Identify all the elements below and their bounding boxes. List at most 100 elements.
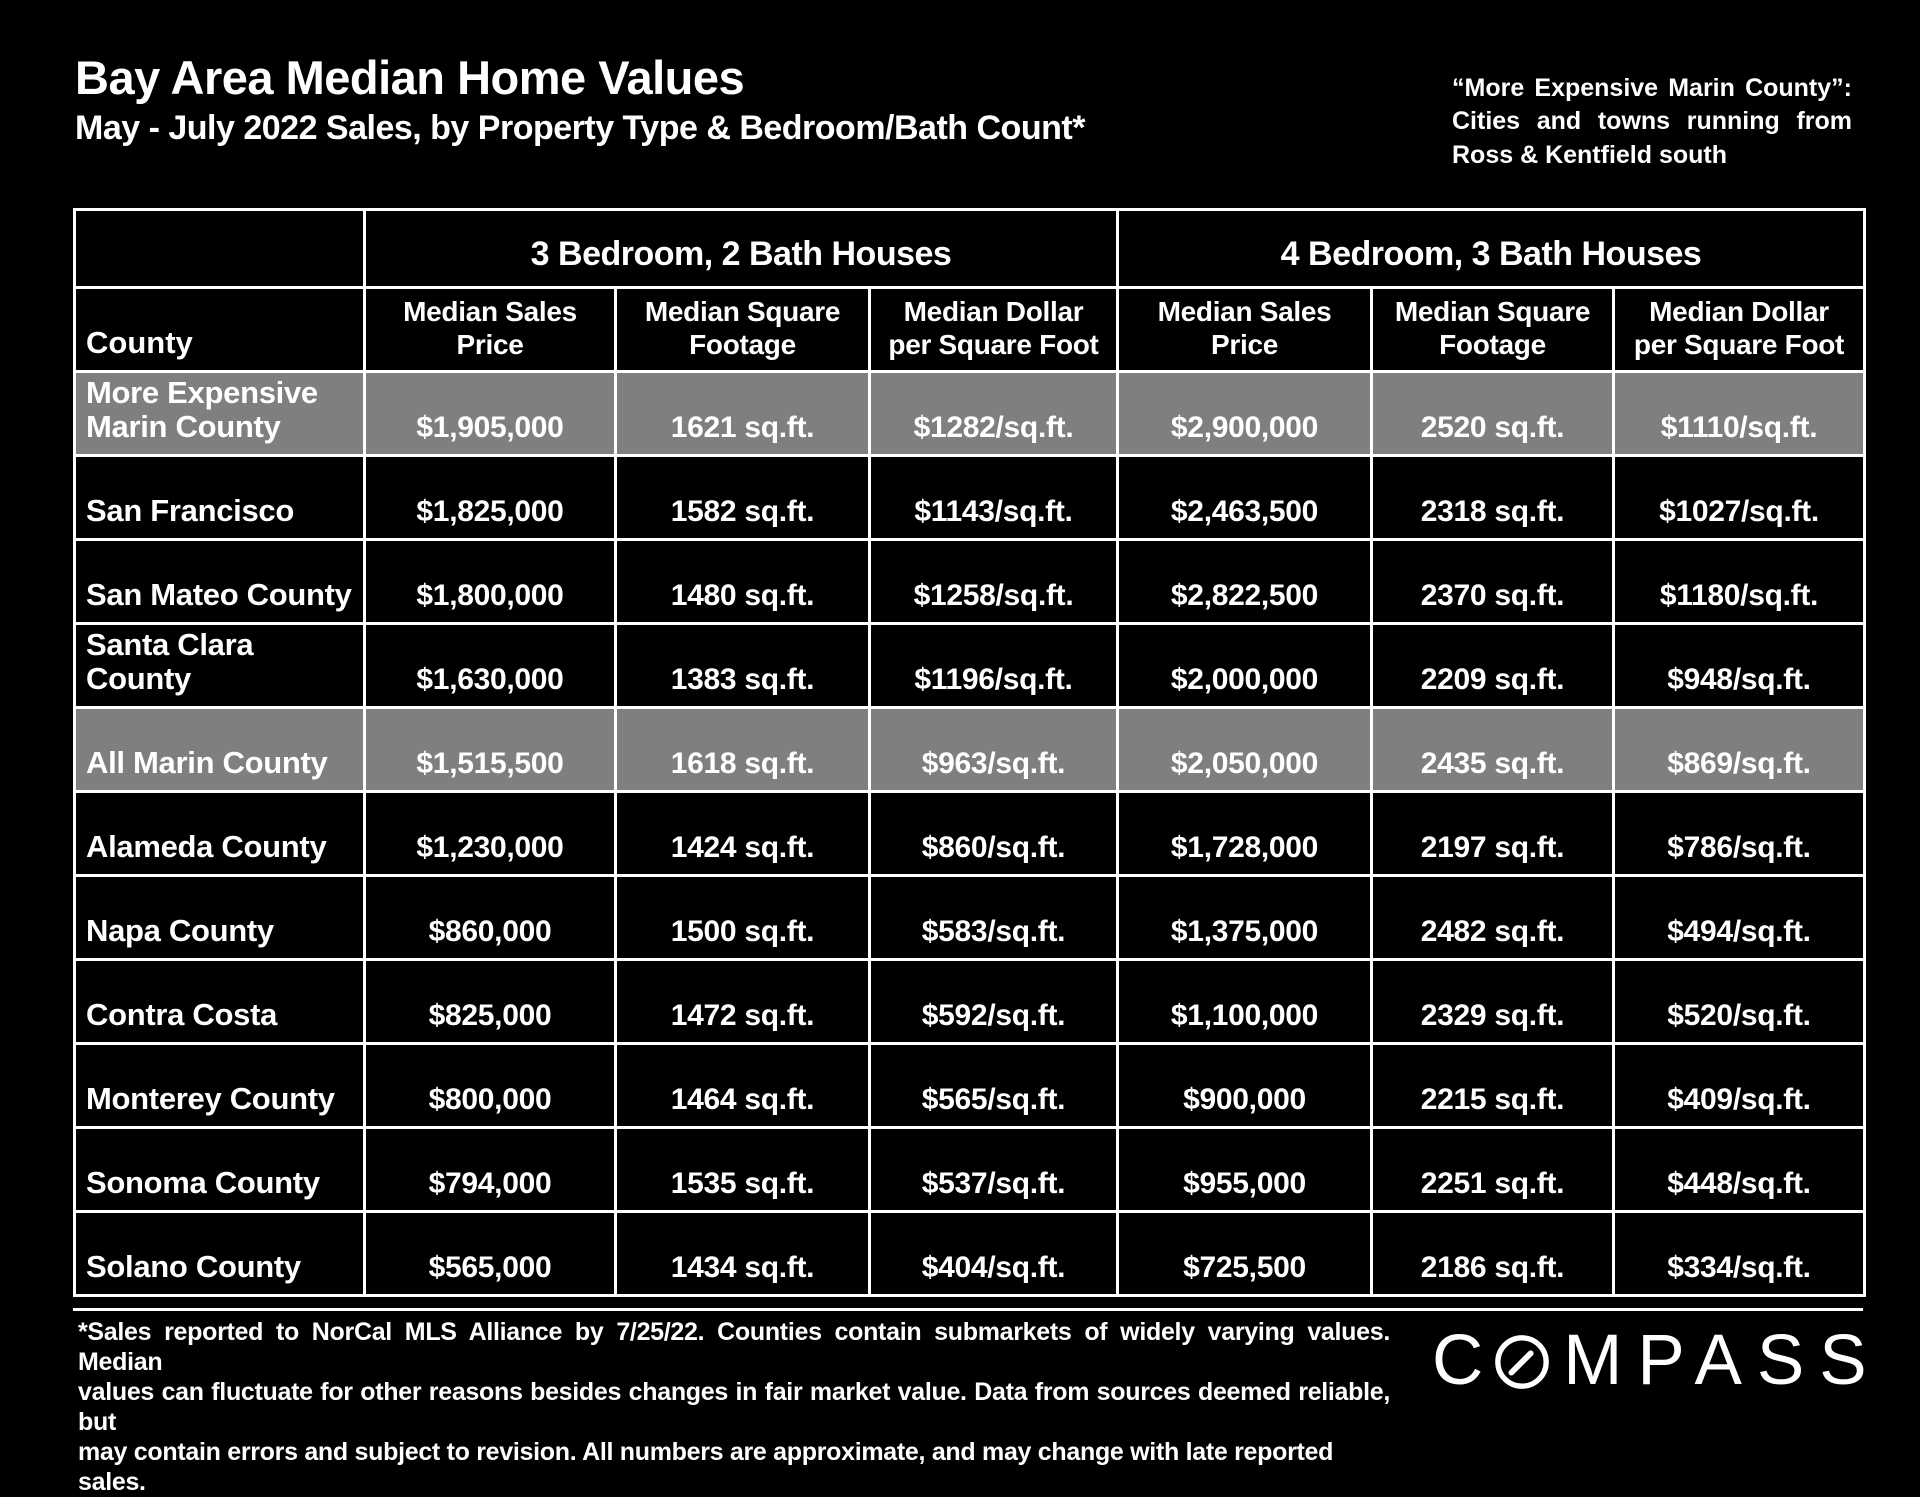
- table-row: Alameda County $1,230,000 1424 sq.ft. $8…: [73, 790, 1866, 877]
- value-cell: 2435 sq.ft.: [1370, 706, 1615, 793]
- county-cell: Monterey County: [73, 1042, 366, 1129]
- value-cell: 1472 sq.ft.: [614, 958, 871, 1045]
- value-cell: $900,000: [1116, 1042, 1373, 1129]
- table-body: More Expensive Marin County $1,905,000 1…: [73, 370, 1866, 1297]
- table-row: Sonoma County $794,000 1535 sq.ft. $537/…: [73, 1126, 1866, 1213]
- table-row: Santa Clara County $1,630,000 1383 sq.ft…: [73, 622, 1866, 709]
- value-cell: 1424 sq.ft.: [614, 790, 871, 877]
- county-cell: All Marin County: [73, 706, 366, 793]
- county-cell: Sonoma County: [73, 1126, 366, 1213]
- group-header-4br3ba: 4 Bedroom, 3 Bath Houses: [1116, 208, 1866, 289]
- table-row: Monterey County $800,000 1464 sq.ft. $56…: [73, 1042, 1866, 1129]
- value-cell: $409/sq.ft.: [1612, 1042, 1866, 1129]
- note-line: Cities and towns running from: [1452, 107, 1852, 136]
- logo-letter-c: C: [1432, 1320, 1484, 1400]
- county-cell: Contra Costa: [73, 958, 366, 1045]
- value-cell: 2209 sq.ft.: [1370, 622, 1615, 709]
- value-cell: 2251 sq.ft.: [1370, 1126, 1615, 1213]
- table-row: More Expensive Marin County $1,905,000 1…: [73, 370, 1866, 457]
- value-cell: $1,100,000: [1116, 958, 1373, 1045]
- col-header-sales-price-3br: Median Sales Price: [363, 286, 617, 373]
- value-cell: 1500 sq.ft.: [614, 874, 871, 961]
- value-cell: 2318 sq.ft.: [1370, 454, 1615, 541]
- sub-header-row: County Median Sales Price Median Square …: [73, 286, 1866, 373]
- col-header-square-footage-3br: Median Square Footage: [614, 286, 871, 373]
- county-cell: San Francisco: [73, 454, 366, 541]
- value-cell: $1282/sq.ft.: [868, 370, 1119, 457]
- value-cell: $1,728,000: [1116, 790, 1373, 877]
- slide: Bay Area Median Home Values May - July 2…: [73, 51, 1882, 1496]
- value-cell: $565/sq.ft.: [868, 1042, 1119, 1129]
- table-row: San Mateo County $1,800,000 1480 sq.ft. …: [73, 538, 1866, 625]
- value-cell: $794,000: [363, 1126, 617, 1213]
- value-cell: $1,800,000: [363, 538, 617, 625]
- county-cell: Solano County: [73, 1210, 366, 1297]
- value-cell: 2186 sq.ft.: [1370, 1210, 1615, 1297]
- value-cell: $565,000: [363, 1210, 617, 1297]
- value-cell: $520/sq.ft.: [1612, 958, 1866, 1045]
- col-header-dollar-per-sqft-3br: Median Dollar per Square Foot: [868, 286, 1119, 373]
- value-cell: $1143/sq.ft.: [868, 454, 1119, 541]
- county-cell: More Expensive Marin County: [73, 370, 366, 457]
- table-row: Solano County $565,000 1434 sq.ft. $404/…: [73, 1210, 1866, 1297]
- marin-definition-note: “More Expensive Marin County”: Cities an…: [1452, 72, 1852, 172]
- note-line: “More Expensive Marin County”:: [1452, 74, 1852, 102]
- value-cell: $537/sq.ft.: [868, 1126, 1119, 1213]
- value-cell: 2197 sq.ft.: [1370, 790, 1615, 877]
- value-cell: $1110/sq.ft.: [1612, 370, 1866, 457]
- value-cell: 1535 sq.ft.: [614, 1126, 871, 1213]
- compass-logo: C MPASS: [1432, 1322, 1882, 1398]
- value-cell: $1196/sq.ft.: [868, 622, 1119, 709]
- value-cell: $1,515,500: [363, 706, 617, 793]
- value-cell: $1,230,000: [363, 790, 617, 877]
- corner-cell: [73, 208, 366, 289]
- value-cell: $860/sq.ft.: [868, 790, 1119, 877]
- compass-dial-icon: [1495, 1335, 1550, 1389]
- value-cell: $948/sq.ft.: [1612, 622, 1866, 709]
- value-cell: 2329 sq.ft.: [1370, 958, 1615, 1045]
- value-cell: 1618 sq.ft.: [614, 706, 871, 793]
- value-cell: $963/sq.ft.: [868, 706, 1119, 793]
- value-cell: $869/sq.ft.: [1612, 706, 1866, 793]
- value-cell: $1,905,000: [363, 370, 617, 457]
- value-cell: 2215 sq.ft.: [1370, 1042, 1615, 1129]
- col-header-sales-price-4br: Median Sales Price: [1116, 286, 1373, 373]
- value-cell: 2370 sq.ft.: [1370, 538, 1615, 625]
- value-cell: $1258/sq.ft.: [868, 538, 1119, 625]
- footnote-line: values can fluctuate for other reasons b…: [78, 1378, 1390, 1436]
- table-row: All Marin County $1,515,500 1618 sq.ft. …: [73, 706, 1866, 793]
- value-cell: $825,000: [363, 958, 617, 1045]
- note-line: Ross & Kentfield south: [1452, 140, 1728, 169]
- value-cell: 2482 sq.ft.: [1370, 874, 1615, 961]
- table-bottom-rule: [73, 1308, 1863, 1311]
- col-header-square-footage-4br: Median Square Footage: [1370, 286, 1615, 373]
- value-cell: $1,825,000: [363, 454, 617, 541]
- county-column-header: County: [73, 286, 366, 373]
- group-header-3br2ba: 3 Bedroom, 2 Bath Houses: [363, 208, 1119, 289]
- value-cell: $955,000: [1116, 1126, 1373, 1213]
- value-cell: $2,463,500: [1116, 454, 1373, 541]
- value-cell: $1,630,000: [363, 622, 617, 709]
- footnote-line: *Sales reported to NorCal MLS Alliance b…: [78, 1318, 1390, 1376]
- value-cell: $494/sq.ft.: [1612, 874, 1866, 961]
- data-table: 3 Bedroom, 2 Bath Houses 4 Bedroom, 3 Ba…: [73, 208, 1866, 1297]
- col-header-dollar-per-sqft-4br: Median Dollar per Square Foot: [1612, 286, 1866, 373]
- value-cell: $334/sq.ft.: [1612, 1210, 1866, 1297]
- value-cell: $583/sq.ft.: [868, 874, 1119, 961]
- value-cell: 1434 sq.ft.: [614, 1210, 871, 1297]
- value-cell: $1,375,000: [1116, 874, 1373, 961]
- value-cell: 1582 sq.ft.: [614, 454, 871, 541]
- table-row: Napa County $860,000 1500 sq.ft. $583/sq…: [73, 874, 1866, 961]
- value-cell: $2,000,000: [1116, 622, 1373, 709]
- value-cell: $860,000: [363, 874, 617, 961]
- value-cell: 1464 sq.ft.: [614, 1042, 871, 1129]
- value-cell: $2,900,000: [1116, 370, 1373, 457]
- value-cell: $592/sq.ft.: [868, 958, 1119, 1045]
- value-cell: $404/sq.ft.: [868, 1210, 1119, 1297]
- group-header-row: 3 Bedroom, 2 Bath Houses 4 Bedroom, 3 Ba…: [73, 208, 1866, 289]
- county-cell: San Mateo County: [73, 538, 366, 625]
- county-cell: Napa County: [73, 874, 366, 961]
- median-values-table: 3 Bedroom, 2 Bath Houses 4 Bedroom, 3 Ba…: [73, 208, 1866, 1297]
- value-cell: $800,000: [363, 1042, 617, 1129]
- logo-letters-mpass: MPASS: [1563, 1320, 1882, 1400]
